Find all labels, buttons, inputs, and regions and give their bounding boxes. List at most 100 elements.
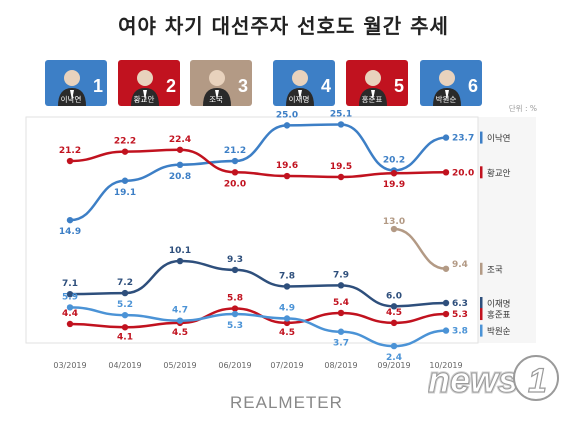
data-point — [176, 146, 184, 153]
data-point — [121, 311, 129, 319]
candidate-name: 이낙연 — [60, 95, 82, 104]
legend-swatch — [480, 262, 483, 275]
data-label: 4.9 — [279, 303, 295, 313]
data-point — [442, 134, 450, 141]
data-label: 22.4 — [169, 135, 191, 145]
data-label: 21.2 — [59, 146, 81, 156]
data-label: 3.8 — [452, 327, 468, 337]
legend-label: 이낙연 — [487, 133, 510, 144]
data-point — [283, 283, 291, 290]
news1-logo: news news 1 — [428, 355, 559, 402]
candidate-number: 3 — [237, 76, 248, 96]
candidate-card: 이재명 4 — [273, 60, 335, 106]
candidate-card: 이낙연 1 — [45, 60, 107, 106]
data-label: 23.7 — [452, 134, 474, 144]
data-label: 5.2 — [117, 300, 133, 310]
data-label: 2.4 — [386, 353, 402, 363]
data-label: 4.5 — [172, 328, 188, 338]
data-label: 4.1 — [117, 332, 133, 342]
candidate-photo-icon — [203, 70, 231, 106]
series-line — [69, 259, 447, 308]
candidate-number: 6 — [467, 76, 478, 96]
x-tick-label: 07/2019 — [270, 361, 303, 370]
x-tick-label: 10/2019 — [429, 361, 462, 370]
data-label: 25.1 — [330, 109, 352, 119]
data-label: 21.2 — [224, 146, 246, 156]
data-point — [390, 342, 398, 350]
data-point — [66, 216, 74, 224]
legend-swatch — [480, 308, 483, 321]
data-point — [442, 265, 450, 272]
data-label: 7.8 — [279, 271, 295, 281]
candidate-card: 홍준표 5 — [346, 60, 408, 106]
data-label: 6.3 — [452, 299, 468, 309]
data-label: 20.8 — [169, 172, 191, 182]
data-point — [283, 122, 291, 129]
data-point — [337, 309, 345, 317]
candidate-photo-icon — [359, 70, 387, 106]
legend-label: 이재명 — [487, 299, 510, 310]
data-label: 7.9 — [333, 270, 349, 280]
data-point — [66, 157, 74, 165]
data-point — [337, 121, 345, 128]
x-tick-label: 08/2019 — [324, 361, 357, 370]
data-point — [283, 319, 291, 327]
candidate-photo-icon — [58, 70, 86, 106]
data-label: 5.9 — [62, 292, 78, 302]
data-point — [121, 324, 129, 331]
legend-swatch — [480, 324, 483, 337]
data-label: 20.2 — [383, 155, 405, 165]
data-point — [442, 310, 450, 318]
legend-label: 황교안 — [487, 168, 511, 179]
data-label: 5.3 — [227, 321, 243, 331]
candidate-card: 황교안 2 — [118, 60, 180, 106]
data-point — [231, 157, 239, 165]
data-point — [121, 148, 129, 155]
data-label: 5.8 — [227, 294, 243, 304]
data-label: 25.0 — [276, 110, 298, 120]
data-point — [121, 177, 129, 184]
candidate-number: 2 — [165, 76, 176, 96]
data-label: 4.4 — [62, 309, 78, 319]
data-point — [442, 327, 450, 334]
legend-swatch — [480, 297, 483, 310]
legend-swatch — [480, 166, 483, 179]
svg-text:news: news — [428, 359, 518, 400]
x-tick-label: 03/2019 — [53, 361, 86, 370]
legend-swatch — [480, 131, 483, 144]
data-point — [231, 266, 239, 274]
brand-logo: REALMETER — [230, 393, 343, 412]
candidate-photo-icon — [286, 70, 314, 106]
candidate-number: 4 — [320, 76, 331, 96]
data-label: 14.9 — [59, 227, 81, 237]
series-line — [69, 307, 447, 329]
data-point — [66, 304, 74, 311]
legend-label: 조국 — [487, 265, 503, 275]
data-label: 19.6 — [276, 161, 298, 171]
data-label: 19.5 — [330, 162, 352, 172]
x-tick-label: 04/2019 — [108, 361, 141, 370]
legend-label: 홍준표 — [487, 310, 511, 321]
candidate-name: 박원순 — [435, 95, 457, 104]
data-label: 7.2 — [117, 278, 133, 288]
candidate-card: 조국 3 — [190, 60, 252, 106]
data-label: 3.7 — [333, 339, 349, 349]
data-label: 5.3 — [452, 310, 468, 320]
data-label: 6.0 — [386, 291, 402, 301]
data-point — [442, 299, 450, 307]
data-point — [176, 317, 184, 324]
data-label: 10.1 — [169, 246, 191, 256]
data-label: 7.1 — [62, 279, 78, 289]
data-label: 9.3 — [227, 255, 243, 265]
series-line — [393, 227, 447, 271]
data-label: 20.0 — [452, 168, 474, 178]
data-label: 20.0 — [224, 179, 246, 189]
data-point — [176, 161, 184, 168]
data-point — [231, 310, 239, 318]
data-point — [283, 315, 291, 322]
data-point — [176, 257, 184, 265]
data-point — [283, 172, 291, 180]
svg-text:news: news — [428, 359, 518, 400]
x-tick-label: 09/2019 — [377, 361, 410, 370]
